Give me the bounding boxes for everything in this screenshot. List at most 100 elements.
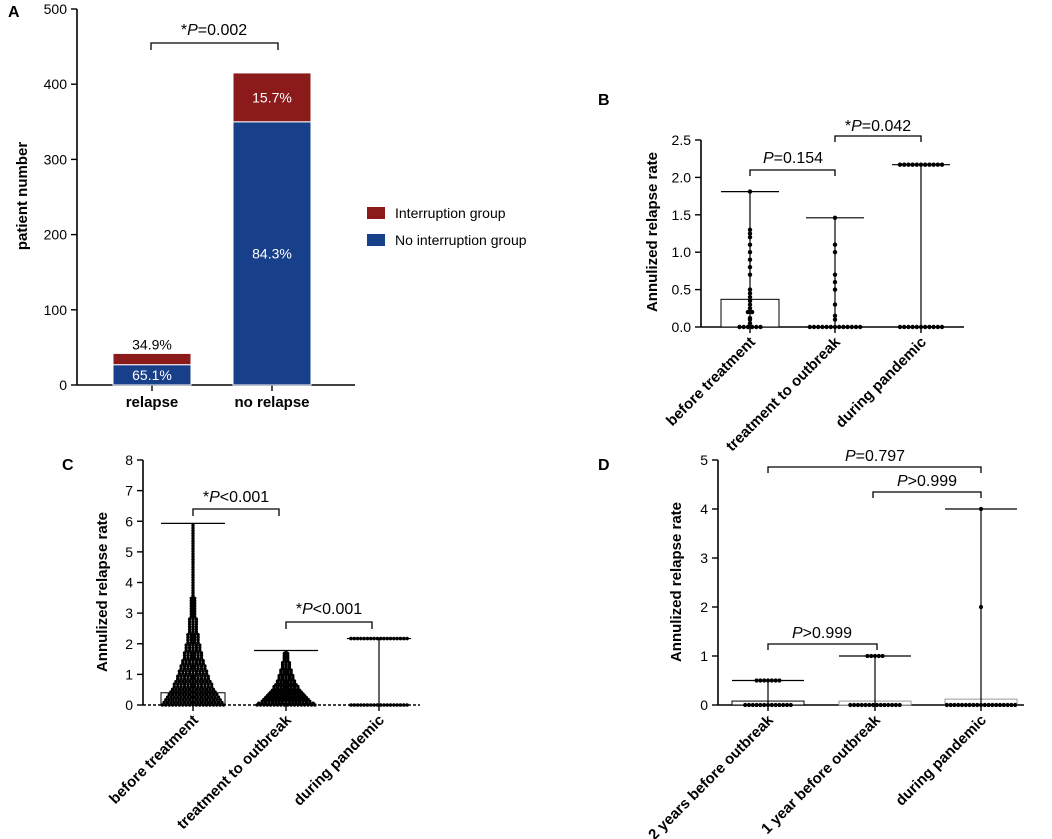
panel-c-point [368, 636, 373, 641]
panel-c-point [174, 703, 178, 707]
panel-c-point [196, 664, 200, 668]
panel-d-point [967, 702, 972, 708]
panel-c-point [189, 695, 193, 699]
panel-c-point [204, 687, 209, 692]
panel-c-point [215, 692, 219, 697]
panel-c-point [191, 580, 195, 585]
panel-d-point [978, 604, 984, 610]
panel-c-point [194, 627, 199, 632]
panel-a-y-tick-label: 300 [44, 151, 68, 167]
panel-c-point [193, 664, 197, 668]
panel-c-point [191, 539, 195, 543]
panel-b-point [939, 162, 945, 167]
panel-c-point [191, 562, 195, 567]
panel-c-point [191, 544, 195, 548]
panel-c-point [203, 674, 207, 679]
panel-c-point [181, 698, 185, 702]
panel-c-point [191, 567, 195, 572]
panel-c-point [196, 674, 200, 679]
panel-d-point [1005, 702, 1010, 708]
panel-c-point [170, 687, 175, 692]
panel-c-point [160, 703, 165, 707]
panel-d-y-tick-label: 1 [700, 648, 708, 664]
panel-c-point [187, 622, 192, 627]
panel-b-point [816, 324, 821, 330]
panel-d-point [784, 702, 790, 708]
panel-b-point [747, 235, 753, 240]
panel-b-point [745, 309, 751, 315]
panel-b-point [807, 324, 812, 330]
panel-c-point [189, 677, 193, 681]
panel-c-point [206, 695, 210, 699]
panel-c-point [181, 669, 185, 673]
panel-c-point [194, 659, 199, 663]
panel-c-point [355, 636, 360, 641]
panel-c-point [210, 685, 214, 689]
panel-c-point [196, 656, 200, 660]
panel-c-point [198, 661, 202, 666]
panel-d-point [986, 702, 991, 708]
panel-c-point [181, 692, 185, 697]
panel-c-point [210, 700, 214, 705]
panel-c-point [216, 700, 221, 705]
panel-d-point [777, 678, 782, 683]
panel-c-point [186, 638, 190, 642]
panel-c-point [405, 636, 409, 641]
panel-c-point [191, 643, 195, 647]
panel-c-point [211, 692, 216, 697]
panel-b-point [832, 317, 838, 322]
panel-c-point [311, 701, 315, 705]
panel-c-point [191, 679, 195, 684]
panel-c-point [187, 698, 192, 702]
panel-c-point [191, 528, 195, 533]
panel-a-y-tick-label: 100 [44, 302, 68, 318]
panel-d-point [971, 702, 976, 708]
panel-d-point [855, 702, 861, 708]
panel-c-point [191, 557, 195, 561]
panel-d-point [990, 702, 995, 708]
panel-c-point [208, 679, 212, 684]
panel-c-point [169, 695, 173, 699]
panel-b-point [918, 162, 924, 167]
panel-c-point [196, 651, 200, 655]
panel-b-point [747, 189, 753, 194]
panel-c-point [189, 656, 193, 660]
panel-d-point [880, 653, 885, 659]
panel-b-point [923, 324, 928, 330]
panel-c-point [179, 682, 183, 686]
panel-c-point [359, 703, 363, 707]
panel-c-point [352, 703, 357, 707]
panel-c-point [165, 700, 170, 705]
panel-b-point [914, 162, 919, 167]
panel-c-point [385, 636, 390, 641]
panel-d-point [978, 702, 984, 708]
panel-c-point [184, 659, 188, 663]
panel-c-point [194, 679, 199, 684]
panel-c-point [177, 703, 182, 707]
panel-b-point [931, 324, 936, 330]
panel-c-point [191, 630, 195, 634]
panel-c-point [221, 703, 226, 707]
panel-c-point [189, 700, 193, 705]
panel-c-point [191, 692, 195, 697]
panel-c-point [184, 679, 188, 684]
panel-c-point [198, 669, 202, 673]
panel-c-point [191, 526, 195, 530]
panel-b-point [747, 294, 753, 300]
panel-d-bracket-3 [767, 643, 878, 650]
panel-b-point [747, 257, 753, 262]
panel-c-point [191, 547, 195, 551]
panel-b-point [832, 287, 838, 292]
panel-c-point [206, 682, 210, 686]
panel-c-point [193, 700, 197, 705]
panel-d-point [743, 702, 748, 708]
panel-label-c: C [62, 457, 74, 474]
panel-c-point [189, 604, 193, 608]
panel-c-point [191, 672, 195, 676]
panel-c-point [186, 682, 190, 686]
panel-d-point [893, 702, 899, 708]
panel-b-y-tick-label: 0.0 [672, 319, 692, 335]
panel-c-point [210, 695, 214, 699]
panel-c-point [199, 656, 204, 660]
panel-c-point [189, 609, 193, 613]
